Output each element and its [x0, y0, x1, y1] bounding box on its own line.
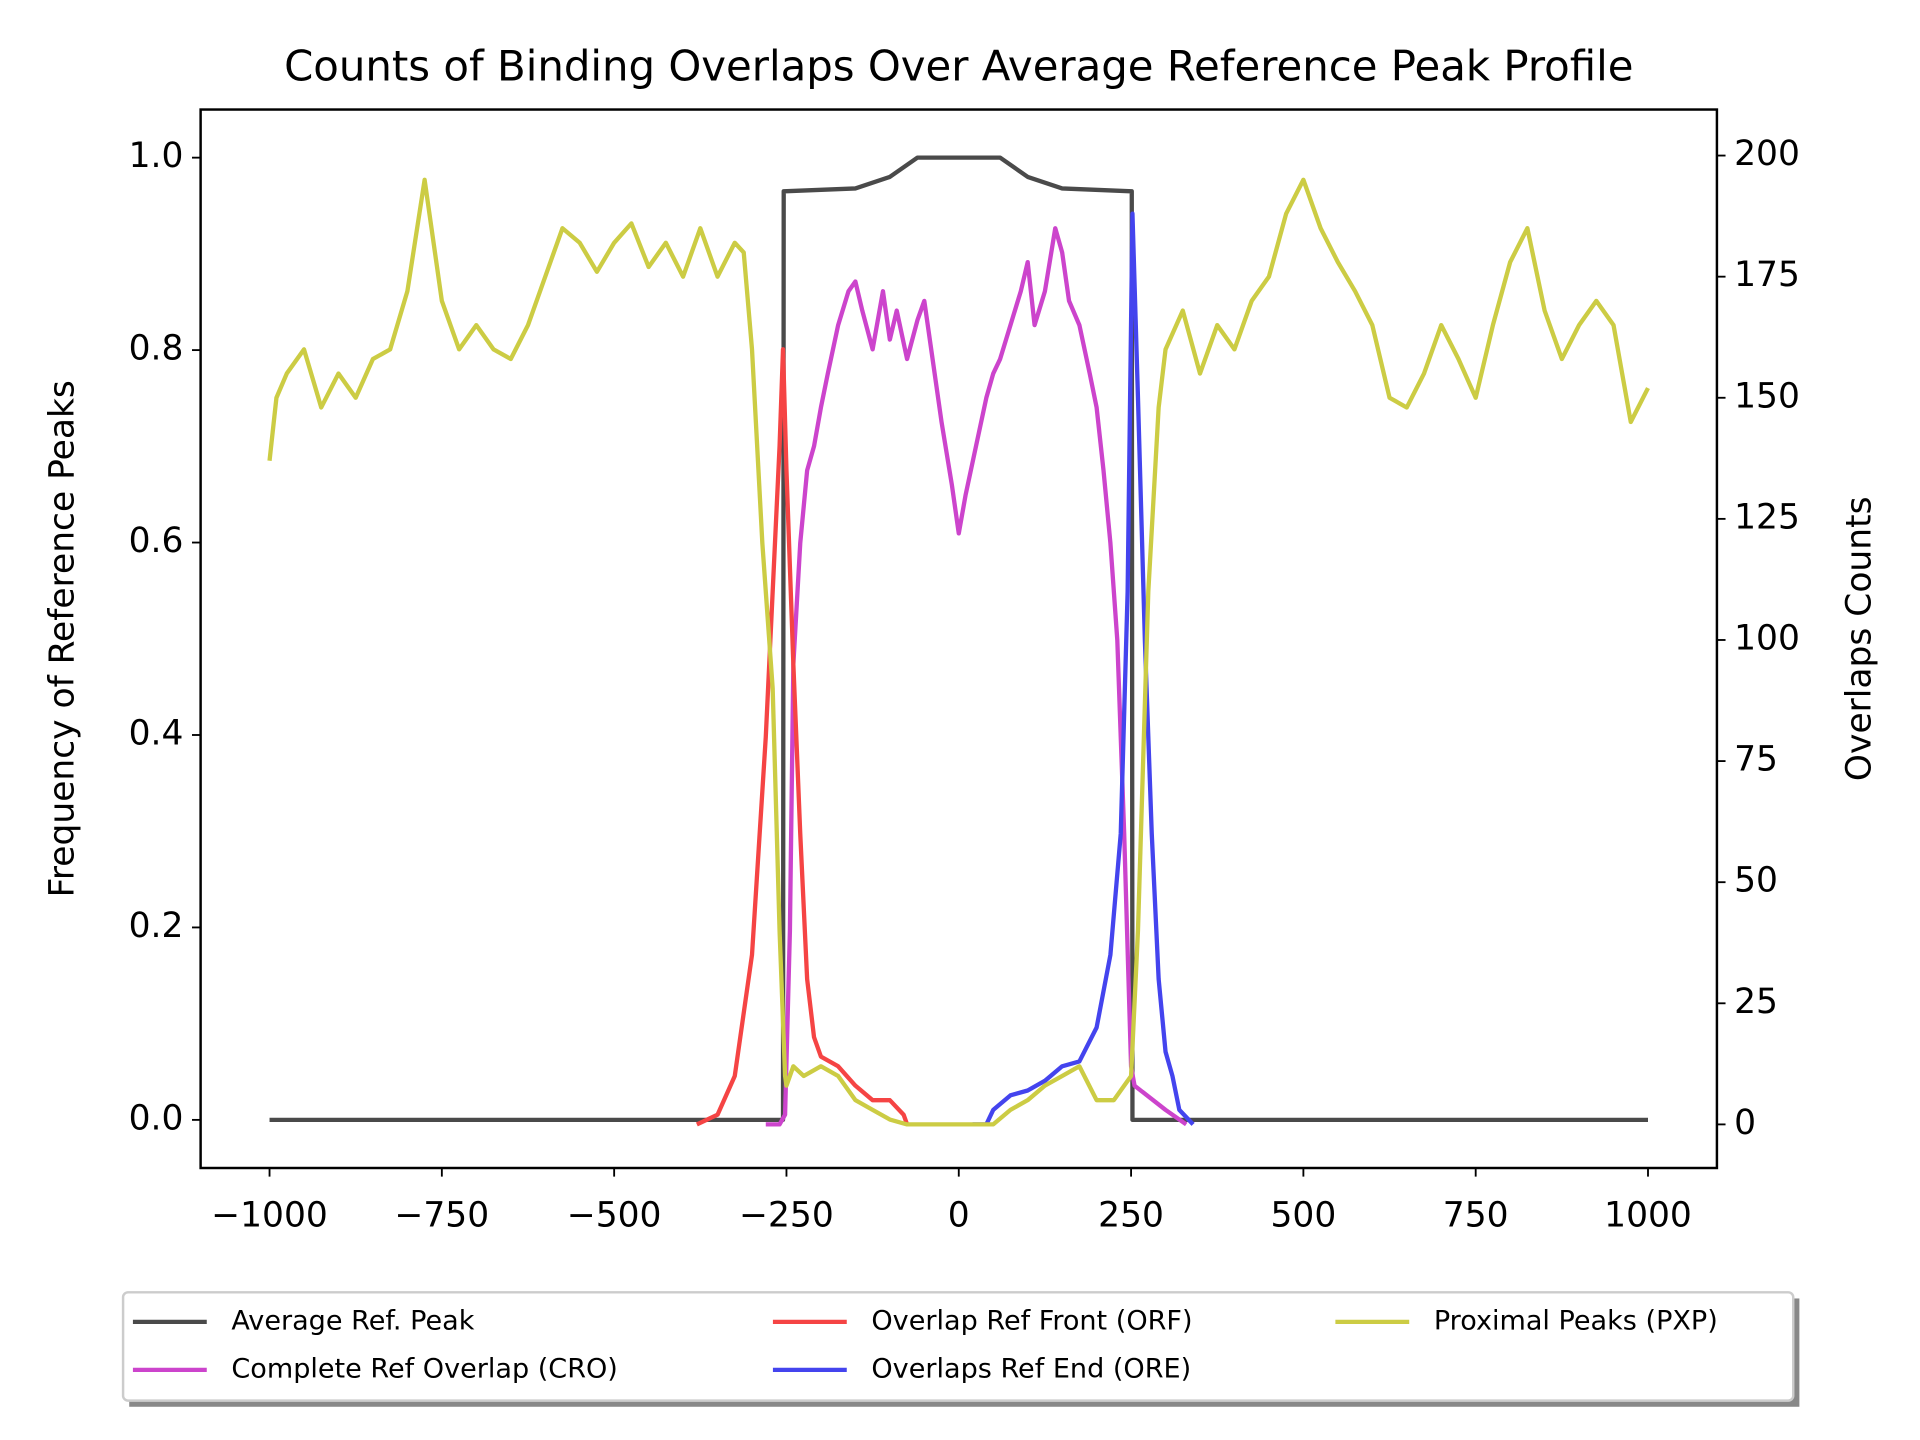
y2-tick-label: 50 [1734, 861, 1778, 901]
y2-tick-label: 175 [1734, 255, 1800, 295]
y-tick-label: 1.0 [129, 136, 184, 176]
y2-tick-label: 125 [1734, 497, 1800, 537]
legend-label: Proximal Peaks (PXP) [1434, 1305, 1718, 1336]
chart-title: Counts of Binding Overlaps Over Average … [284, 41, 1633, 90]
series-line [269, 155, 1648, 1123]
series-line [765, 226, 1188, 1127]
x-tick-label: 250 [1098, 1196, 1164, 1236]
y-tick-label: 0.4 [129, 713, 184, 753]
y2-axis-label: Overlaps Counts [1839, 496, 1879, 781]
y2-tick-label: 75 [1734, 740, 1778, 780]
y-tick-label: 0.2 [129, 906, 184, 946]
y-tick-label: 0.6 [129, 521, 184, 561]
plot-frame [199, 108, 1719, 1170]
series-line [267, 177, 1650, 1127]
y2-tick-label: 0 [1734, 1103, 1756, 1143]
legend-label: Overlap Ref Front (ORF) [871, 1305, 1192, 1336]
y2-tick-label: 100 [1734, 618, 1800, 658]
x-tick-label: −500 [567, 1196, 662, 1236]
series-line [695, 347, 910, 1127]
x-tick-label: 500 [1271, 1196, 1337, 1236]
y-tick-label: 0.0 [129, 1098, 184, 1138]
x-tick-label: −750 [395, 1196, 490, 1236]
x-tick-label: −1000 [211, 1196, 328, 1236]
x-tick-label: −250 [739, 1196, 834, 1236]
legend-label: Average Ref. Peak [231, 1305, 474, 1336]
y2-tick-label: 150 [1734, 376, 1800, 416]
x-tick-label: 1000 [1604, 1196, 1692, 1236]
legend-label: Overlaps Ref End (ORE) [871, 1353, 1191, 1384]
legend [121, 1291, 1795, 1402]
series-line [972, 211, 1195, 1127]
y2-tick-label: 25 [1734, 982, 1778, 1022]
y2-tick-label: 200 [1734, 134, 1800, 174]
y-axis-label: Frequency of Reference Peaks [43, 380, 83, 897]
y-tick-label: 0.8 [129, 329, 184, 369]
x-tick-label: 750 [1443, 1196, 1509, 1236]
legend-label: Complete Ref Overlap (CRO) [231, 1353, 617, 1384]
x-tick-label: 0 [948, 1196, 970, 1236]
